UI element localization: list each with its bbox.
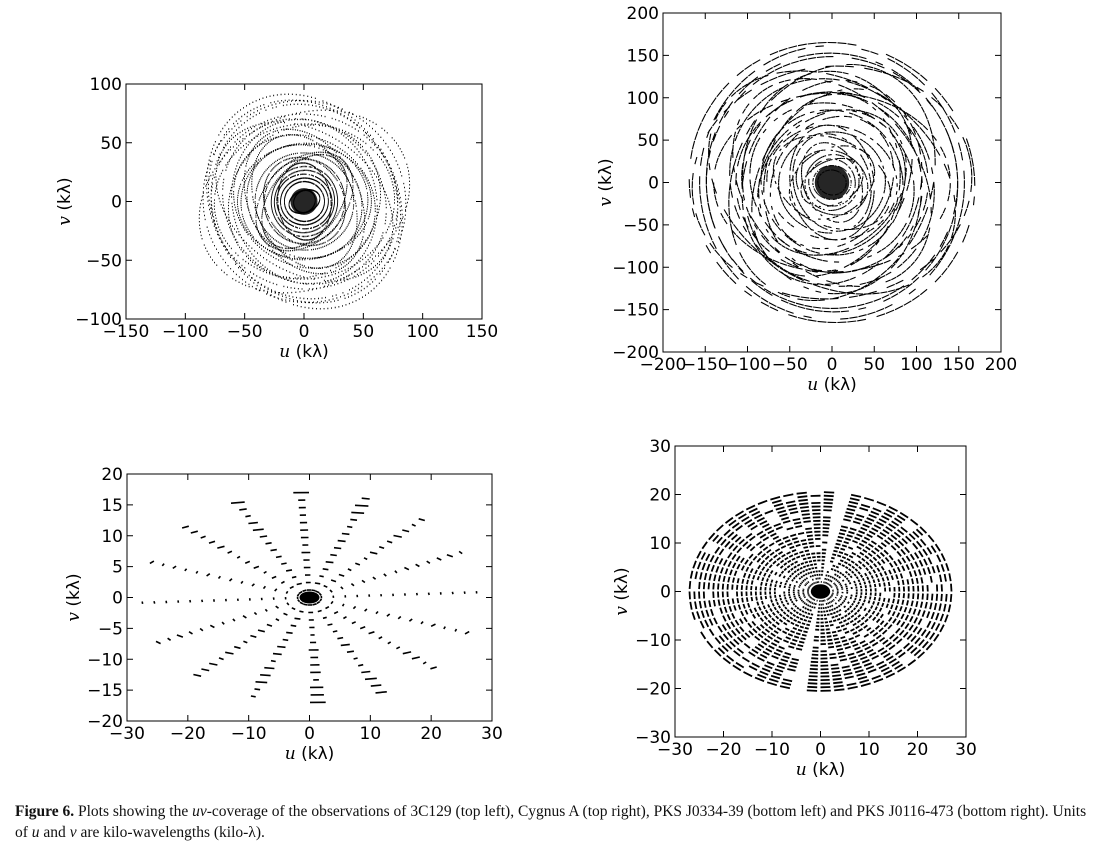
y-tick-label: 100 <box>90 75 122 95</box>
caption-uv: uv <box>192 803 207 820</box>
y-axis-label: v (kλ) <box>596 158 616 206</box>
uv-ring-arcs <box>688 491 953 692</box>
x-tick-label: −50 <box>227 322 263 342</box>
uv-core <box>299 591 320 604</box>
panel-top-right: −200−150−100 −50 0 50 100 150 200−200−150−100−… <box>596 4 1017 395</box>
data-marks <box>141 491 478 704</box>
y-tick-label: 5 <box>112 558 123 578</box>
x-tick-label: −100 <box>162 322 209 342</box>
x-tick-label: 20 <box>420 724 442 744</box>
caption-text-3: and <box>39 824 70 841</box>
data-marks <box>198 93 411 310</box>
y-tick-label: −10 <box>635 631 671 651</box>
x-tick-label: 30 <box>481 724 503 744</box>
x-tick-label: 0 <box>304 724 315 744</box>
y-tick-label: −30 <box>635 728 671 748</box>
x-axis-label: u (kλ) <box>807 375 857 395</box>
x-tick-label: 30 <box>955 740 977 760</box>
x-tick-label: 150 <box>466 322 498 342</box>
x-tick-label: −20 <box>706 740 742 760</box>
y-tick-label: −100 <box>75 310 122 330</box>
y-tick-label: 0 <box>648 174 659 194</box>
y-tick-label: 15 <box>101 496 123 516</box>
panel-bottom-right: −30 −20 −10 0 10 20 30 −30 −20 −10 0 10 20 30 u (kλ) v … <box>612 437 977 780</box>
x-tick-label: −200 <box>640 355 687 375</box>
y-tick-label: 50 <box>637 131 659 151</box>
data-marks <box>688 41 976 324</box>
x-tick-label: 0 <box>815 740 826 760</box>
x-tick-label: −150 <box>103 322 150 342</box>
uv-core <box>814 165 850 200</box>
x-tick-label: 10 <box>858 740 880 760</box>
y-tick-label: 50 <box>100 134 122 154</box>
y-tick-label: 100 <box>627 89 659 109</box>
y-tick-label: 0 <box>111 193 122 213</box>
x-axis-label: u (kλ) <box>796 760 846 780</box>
uv-core <box>810 584 831 599</box>
data-marks <box>688 491 953 692</box>
x-tick-label: −10 <box>754 740 790 760</box>
y-tick-label: −200 <box>612 343 659 363</box>
caption-v: v <box>69 824 77 841</box>
x-tick-label: 150 <box>943 355 975 375</box>
y-tick-label: −150 <box>612 301 659 321</box>
x-tick-label: −50 <box>772 355 808 375</box>
x-tick-label: −20 <box>170 724 206 744</box>
x-tick-label: 20 <box>907 740 929 760</box>
x-tick-label: −10 <box>231 724 267 744</box>
caption-text-2: -coverage of the observations of 3C129 (… <box>15 803 1087 841</box>
y-tick-label: −20 <box>635 680 671 700</box>
y-axis-label: v (kλ) <box>55 177 75 225</box>
x-tick-label: 0 <box>299 322 310 342</box>
uv-core <box>290 188 318 215</box>
y-tick-label: −10 <box>87 650 123 670</box>
caption-text-4: are kilo-wavelengths (kilo-λ). <box>76 824 265 841</box>
y-tick-label: −5 <box>98 619 123 639</box>
y-tick-label: 20 <box>101 465 123 485</box>
y-tick-label: 30 <box>649 437 671 457</box>
x-tick-label: 50 <box>353 322 375 342</box>
x-tick-label: 50 <box>863 355 885 375</box>
x-tick-label: −100 <box>724 355 771 375</box>
y-tick-label: 10 <box>101 527 123 547</box>
x-tick-label: −30 <box>657 740 693 760</box>
y-axis-label: v (kλ) <box>64 573 84 621</box>
y-axis-label: v (kλ) <box>612 567 632 615</box>
figure-caption: Figure 6. Plots showing the uv-coverage … <box>15 801 1090 843</box>
caption-label: Figure 6. <box>15 803 75 820</box>
x-axis-label: u (kλ) <box>279 342 329 362</box>
y-tick-label: 200 <box>627 4 659 24</box>
x-axis-label: u (kλ) <box>285 744 335 764</box>
caption-u: u <box>31 824 40 841</box>
x-tick-label: 200 <box>985 355 1017 375</box>
x-tick-label: −150 <box>682 355 729 375</box>
y-tick-label: −15 <box>87 681 123 701</box>
y-tick-label: −20 <box>87 712 123 732</box>
x-tick-label: 0 <box>827 355 838 375</box>
y-tick-label: 0 <box>660 583 671 603</box>
y-tick-label: 10 <box>649 534 671 554</box>
y-tick-label: 0 <box>112 589 123 609</box>
x-tick-label: −30 <box>109 724 145 744</box>
x-tick-label: 10 <box>360 724 382 744</box>
x-tick-label: 100 <box>900 355 932 375</box>
y-tick-label: −50 <box>86 251 122 271</box>
uv-snapshot-marks <box>141 491 478 704</box>
caption-text-1: Plots showing the <box>74 803 193 820</box>
x-tick-label: 100 <box>406 322 438 342</box>
y-tick-label: 20 <box>649 486 671 506</box>
y-tick-label: −50 <box>623 216 659 236</box>
y-tick-label: 150 <box>627 46 659 66</box>
y-tick-label: −100 <box>612 258 659 278</box>
